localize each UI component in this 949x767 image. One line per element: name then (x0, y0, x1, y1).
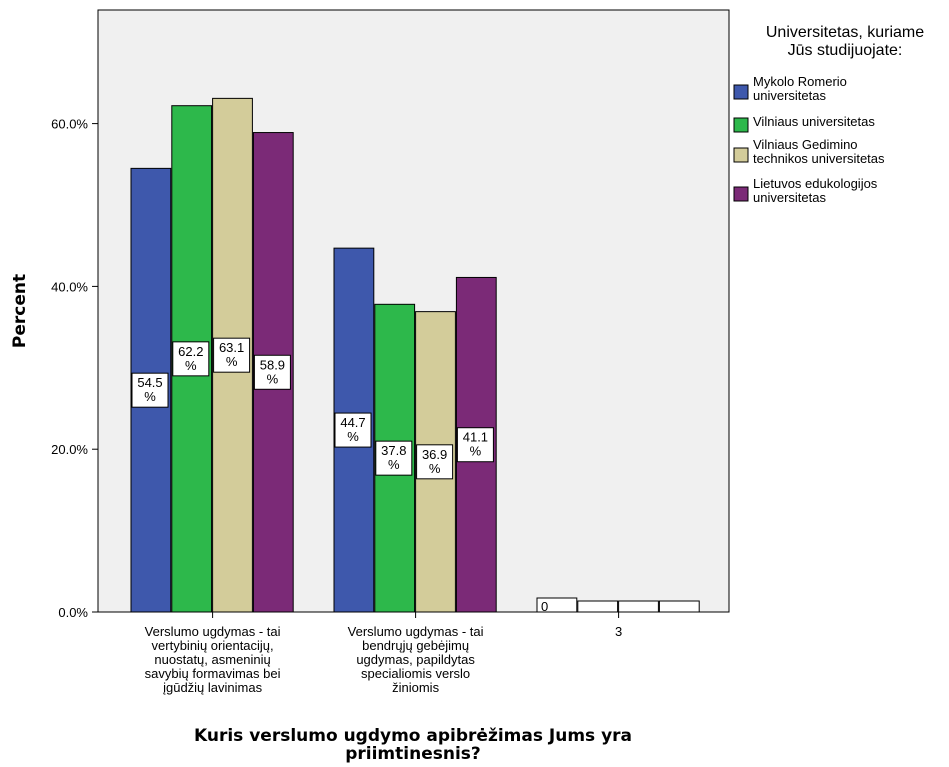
bar (658, 600, 700, 613)
bar (577, 600, 619, 613)
data-label-box (213, 337, 251, 373)
data-label-box (253, 354, 291, 390)
legend-title: Universitetas, kuriame Jūs studijuojate: (766, 24, 924, 59)
y-axis: 0.0% 20.0% 40.0% 60.0% (51, 117, 98, 620)
legend-swatch (733, 147, 749, 163)
data-label: 54.5% (137, 375, 162, 404)
legend-label: Vilniaus universitetas (753, 114, 875, 129)
legend-swatch (733, 186, 749, 202)
x-category-label: Verslumo ugdymas - tai bendrųjų gebėjimų u… (348, 624, 484, 695)
data-label-box (131, 372, 169, 408)
data-label: 63.1% (219, 340, 244, 369)
legend-label: Vilniaus Gedimino technikos universitetas (753, 137, 885, 166)
data-label-box (334, 412, 372, 448)
legend-swatch (733, 117, 749, 133)
data-label: 37.8% (381, 443, 406, 472)
data-label: 58.9% (260, 357, 285, 386)
data-label-box (416, 444, 454, 480)
data-label: 41.1% (463, 430, 488, 459)
data-label: 44.7% (340, 415, 365, 444)
data-label: 36.9% (422, 447, 447, 476)
bar (618, 600, 659, 613)
data-label-box (456, 427, 494, 463)
y-tick-label: 0.0% (58, 605, 88, 620)
legend: Universitetas, kuriame Jūs studijuojate: M… (733, 24, 924, 205)
x-category-label: 3 (615, 624, 622, 639)
legend-swatch (733, 84, 749, 100)
bar (536, 597, 578, 613)
legend-label: Mykolo Romerio universitetas (753, 74, 847, 103)
y-tick-label: 40.0% (51, 279, 88, 294)
y-tick-label: 20.0% (51, 442, 88, 457)
legend-label: Lietuvos edukologijos universitetas (753, 176, 878, 205)
data-label: 0 (541, 599, 548, 614)
y-axis-title: Percent (10, 274, 30, 348)
x-axis: Verslumo ugdymas - tai vertybinių orienta… (145, 612, 622, 695)
bars-group: 54.5 % 44.7 % 0 62.2 % 37.8 % 63.1 % 36.9 % 58.9 % 41.1… (130, 97, 700, 614)
x-axis-title: Kuris verslumo ugdymo apibrėžimas Jums y… (194, 726, 632, 764)
data-label: 62.2% (178, 344, 203, 373)
y-tick-label: 60.0% (51, 117, 88, 132)
data-label-box (375, 440, 413, 476)
x-category-label: Verslumo ugdymas - tai vertybinių orienta… (145, 624, 281, 695)
data-label-box (172, 341, 210, 377)
